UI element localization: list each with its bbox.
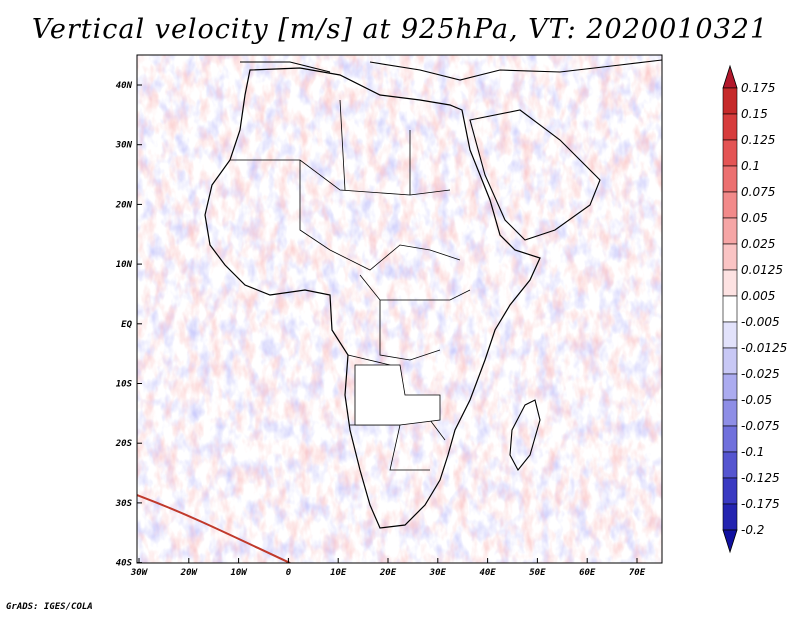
colorbar-segment — [722, 87, 738, 115]
lon-tick-label: 20E — [379, 568, 397, 578]
colorbar: 0.175 0.15 0.125 0.1 0.075 0.05 0.025 0.0125 0.0… — [722, 64, 787, 554]
colorbar-label: -0.005 — [741, 315, 780, 329]
colorbar-segment — [722, 269, 738, 297]
colorbar-label: 0.1 — [741, 159, 760, 173]
colorbar-segment — [722, 113, 738, 141]
colorbar-segment — [722, 451, 738, 479]
lon-tick-label: 70E — [629, 568, 646, 578]
lat-tick-label: 30S — [115, 499, 133, 509]
lon-tick-label: 30W — [130, 568, 149, 578]
lon-tick-label: 50E — [529, 568, 546, 578]
lon-tick-label: 30E — [429, 568, 447, 578]
colorbar-arrow-top — [722, 64, 738, 89]
plot-frame — [136, 54, 663, 564]
masked-region — [354, 364, 441, 426]
colorbar-label: -0.0125 — [741, 341, 787, 355]
colorbar-label: -0.175 — [741, 497, 780, 511]
lon-tick-label: 40E — [479, 568, 496, 578]
colorbar-label: 0.0125 — [741, 263, 783, 277]
colorbar-segment — [722, 477, 738, 505]
colorbar-label: -0.125 — [741, 471, 780, 485]
colorbar-segment — [722, 347, 738, 375]
velocity-field — [137, 55, 662, 563]
europe-coastline — [240, 59, 662, 81]
colorbar-segment — [722, 295, 738, 323]
colorbar-segment — [722, 399, 738, 427]
colorbar-segment — [722, 165, 738, 193]
grads-credit: GrADS: IGES/COLA — [6, 602, 93, 612]
colorbar-label: 0.025 — [741, 237, 775, 251]
colorbar-label: 0.05 — [741, 211, 768, 225]
madagascar — [509, 399, 541, 471]
arabia-coastline — [469, 109, 601, 241]
lon-tick-label: 10W — [230, 568, 248, 578]
colorbar-label: -0.05 — [741, 393, 772, 407]
colorbar-segment — [722, 139, 738, 167]
longitude-axis: 30W 20W 10W 0 10E 20E 30E 40E 50E 60E 70E — [130, 558, 646, 578]
colorbar-segment — [722, 191, 738, 219]
colorbar-segment — [722, 217, 738, 245]
colorbar-label: 0.15 — [741, 107, 768, 121]
colorbar-label: 0.005 — [741, 289, 775, 303]
lat-tick-label: 40S — [116, 559, 133, 569]
lat-tick-label: EQ — [121, 320, 132, 330]
colorbar-label: 0.125 — [741, 133, 775, 147]
lat-tick-label: 10N — [116, 260, 133, 270]
colorbar-segment — [722, 373, 738, 401]
latitude-axis: 40N 30N 20N 10N EQ 10S 20S 30S 40S — [115, 81, 142, 569]
colorbar-label: -0.075 — [741, 419, 780, 433]
lat-tick-label: 20N — [115, 200, 133, 210]
map-title: Vertical velocity [m/s] at 925hPa, VT: 2… — [31, 14, 769, 45]
colorbar-segment — [722, 503, 738, 531]
colorbar-segment — [722, 425, 738, 453]
colorbar-label: 0.175 — [741, 81, 775, 95]
colorbar-label: -0.2 — [741, 523, 764, 537]
lon-tick-label: 10E — [330, 568, 347, 578]
colorbar-segment — [722, 243, 738, 271]
lat-tick-label: 10S — [116, 380, 133, 390]
africa-coastline — [204, 67, 541, 529]
lat-tick-label: 20S — [115, 439, 133, 449]
front-streak — [137, 494, 291, 563]
lon-tick-label: 0 — [286, 568, 292, 578]
colorbar-segment — [722, 321, 738, 349]
lon-tick-label: 60E — [579, 568, 596, 578]
colorbar-label: -0.1 — [741, 445, 764, 459]
lon-tick-label: 20W — [180, 568, 199, 578]
lat-tick-label: 40N — [116, 81, 133, 91]
lat-tick-label: 30N — [115, 141, 133, 151]
colorbar-label: -0.025 — [741, 367, 780, 381]
colorbar-label: 0.075 — [741, 185, 775, 199]
colorbar-arrow-bottom — [722, 529, 738, 554]
